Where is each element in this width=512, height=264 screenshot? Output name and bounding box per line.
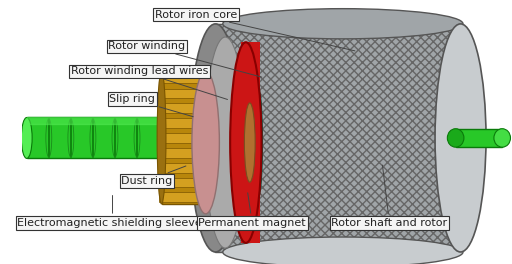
Ellipse shape bbox=[205, 37, 246, 248]
Bar bbox=[241, 42, 260, 243]
Text: Rotor shaft and rotor: Rotor shaft and rotor bbox=[331, 165, 447, 228]
Ellipse shape bbox=[223, 237, 463, 264]
Text: Rotor winding lead wires: Rotor winding lead wires bbox=[71, 66, 227, 100]
Ellipse shape bbox=[223, 9, 463, 39]
Ellipse shape bbox=[244, 103, 255, 182]
Ellipse shape bbox=[253, 87, 263, 198]
Ellipse shape bbox=[192, 71, 219, 214]
Ellipse shape bbox=[22, 117, 32, 158]
Bar bbox=[216, 24, 460, 252]
Text: Dust ring: Dust ring bbox=[121, 166, 186, 186]
Ellipse shape bbox=[230, 42, 262, 243]
Text: Electromagnetic shielding sleeves: Electromagnetic shielding sleeves bbox=[17, 196, 208, 228]
Ellipse shape bbox=[190, 24, 241, 252]
Bar bbox=[27, 117, 169, 158]
Text: Rotor winding: Rotor winding bbox=[108, 41, 262, 77]
Bar bbox=[456, 129, 502, 147]
Text: Rotor iron core: Rotor iron core bbox=[155, 10, 355, 51]
Bar bbox=[159, 192, 210, 202]
Bar bbox=[159, 103, 210, 113]
Ellipse shape bbox=[494, 129, 510, 147]
Bar bbox=[159, 74, 210, 83]
Bar bbox=[159, 118, 210, 128]
Bar bbox=[159, 178, 210, 187]
Bar bbox=[159, 88, 210, 98]
Bar bbox=[159, 148, 210, 158]
Ellipse shape bbox=[157, 72, 166, 204]
Ellipse shape bbox=[435, 24, 486, 252]
Bar bbox=[216, 24, 460, 252]
Bar bbox=[159, 133, 210, 143]
Text: Permanent magnet: Permanent magnet bbox=[199, 193, 306, 228]
Bar bbox=[162, 72, 207, 204]
Text: Slip ring: Slip ring bbox=[109, 94, 193, 117]
Bar bbox=[159, 163, 210, 173]
Ellipse shape bbox=[447, 129, 464, 147]
